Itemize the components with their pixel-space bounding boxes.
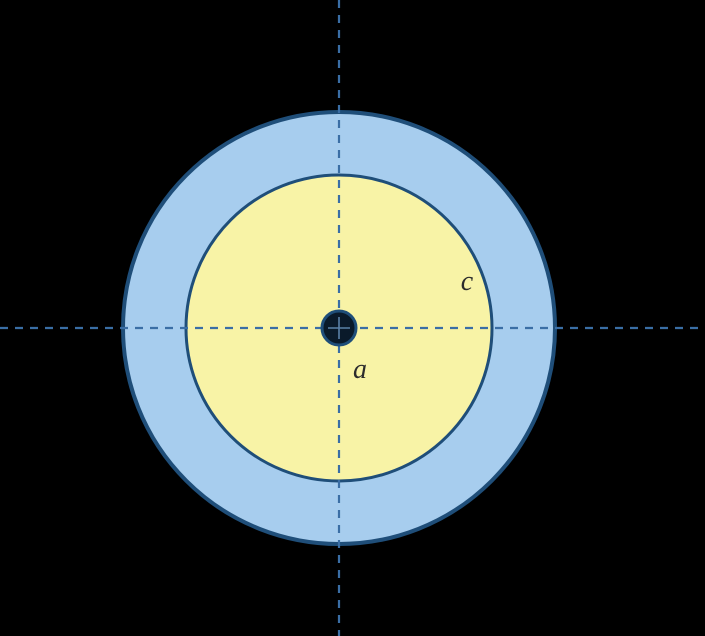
radius-label-a: a (353, 354, 367, 386)
radius-label-c: c (461, 266, 473, 298)
concentric-circles-svg (0, 0, 705, 636)
diagram-stage: a c (0, 0, 705, 636)
